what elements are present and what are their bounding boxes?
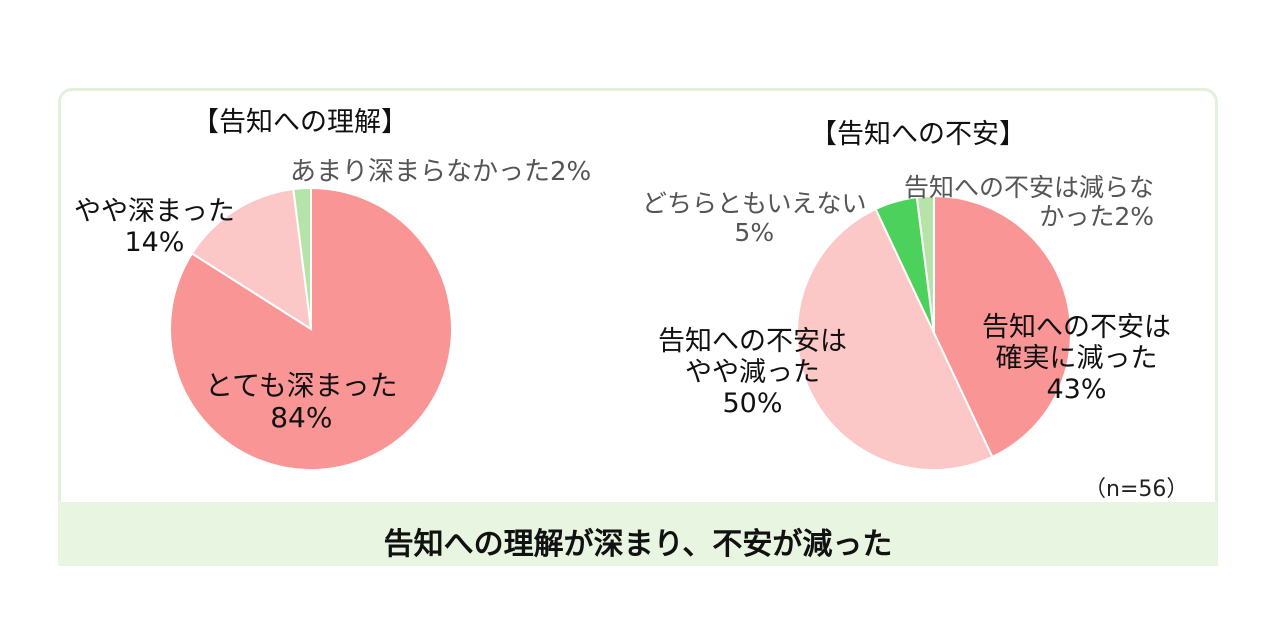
pie-anxiety-slice-3 (915, 194, 935, 334)
sample-size-note: （n=56） (1084, 477, 1189, 502)
data-label-somewhat-reduced: 告知への不安は やや減った 50% (658, 326, 847, 420)
data-label-neither: どちらともいえない 5% (642, 189, 867, 247)
data-label-certainly-reduced: 告知への不安は 確実に減った 43% (982, 312, 1171, 406)
data-label-not-deepened: あまり深まらなかった2% (290, 157, 592, 187)
pie-anxiety (796, 194, 1072, 471)
pie-anxiety-slice-0 (933, 194, 1072, 459)
chart-title-anxiety: 【告知への不安】 (810, 119, 1026, 150)
conclusion-banner: 告知への理解が深まり、不安が減った (58, 502, 1218, 566)
chart-title-understanding: 【告知への理解】 (192, 107, 408, 138)
data-label-somewhat-deepened: やや深まった 14% (74, 196, 235, 259)
data-label-not-reduced: 告知への不安は減らな かった2% (904, 173, 1155, 231)
conclusion-text: 告知への理解が深まり、不安が減った (383, 527, 893, 562)
pie-anxiety-slice-1 (796, 207, 994, 471)
pie-understanding-slice-1 (190, 187, 313, 331)
pie-understanding-slice-2 (292, 186, 312, 330)
data-label-very-deepened: とても深まった 84% (205, 369, 398, 435)
pie-understanding (169, 186, 453, 471)
